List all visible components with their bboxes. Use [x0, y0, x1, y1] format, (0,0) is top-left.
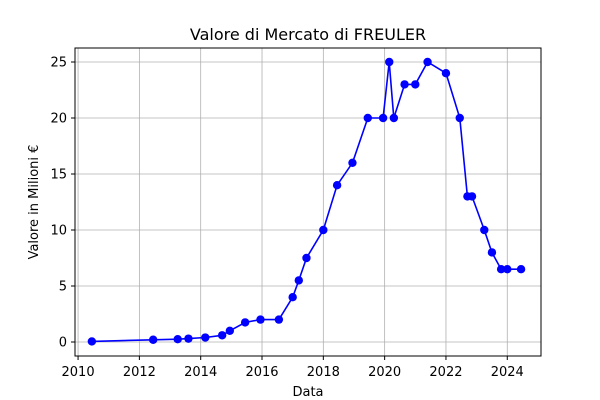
y-tick-label: 20	[50, 112, 67, 127]
x-tick-label: 2016	[245, 365, 278, 380]
data-point	[400, 80, 409, 89]
data-point	[148, 335, 158, 344]
data-point	[389, 113, 399, 123]
x-tick-label: 2018	[307, 365, 340, 380]
x-axis-label: Data	[292, 385, 323, 400]
y-axis-ticks: 0 5 10 15 20 25	[50, 56, 75, 351]
y-tick-label: 25	[50, 56, 67, 71]
x-tick-label: 2022	[429, 365, 462, 380]
data-point	[411, 80, 420, 89]
x-axis-ticks: 2010 2012 2014 2016 2018 2020 2022 2024	[62, 356, 524, 380]
data-point	[480, 225, 489, 235]
data-point	[319, 225, 328, 235]
data-point	[225, 326, 235, 335]
data-point	[288, 293, 297, 302]
data-point	[256, 315, 265, 324]
data-point	[378, 113, 388, 123]
chart-title: Valore di Mercato di FREULER	[190, 25, 426, 44]
data-point	[467, 192, 477, 201]
y-axis-label: Valore in Milioni €	[27, 145, 42, 260]
data-point	[385, 57, 394, 67]
data-point	[294, 276, 304, 285]
data-point	[516, 265, 526, 274]
data-point	[332, 181, 342, 190]
data-point	[184, 334, 193, 343]
series-marker-layer	[87, 57, 526, 346]
x-tick-label: 2014	[184, 365, 217, 380]
x-tick-label: 2020	[368, 365, 401, 380]
data-point	[423, 57, 432, 67]
data-point	[87, 337, 97, 346]
y-tick-label: 0	[59, 336, 67, 351]
data-point	[274, 315, 284, 324]
y-tick-label: 15	[50, 168, 67, 183]
data-point	[363, 113, 372, 123]
data-point	[496, 265, 506, 274]
plot-frame	[74, 47, 542, 357]
data-point	[348, 158, 357, 167]
x-tick-label: 2010	[62, 365, 95, 380]
data-point	[217, 331, 227, 340]
data-point	[201, 333, 210, 342]
data-point	[240, 318, 250, 327]
data-point	[503, 265, 512, 274]
x-tick-label: 2012	[123, 365, 156, 380]
data-point	[173, 335, 182, 344]
y-tick-label: 10	[50, 224, 67, 239]
x-tick-label: 2024	[491, 365, 524, 380]
data-point	[487, 248, 497, 257]
data-point	[455, 113, 464, 123]
y-tick-label: 5	[59, 280, 67, 295]
data-point	[441, 69, 451, 78]
data-point	[302, 253, 311, 263]
